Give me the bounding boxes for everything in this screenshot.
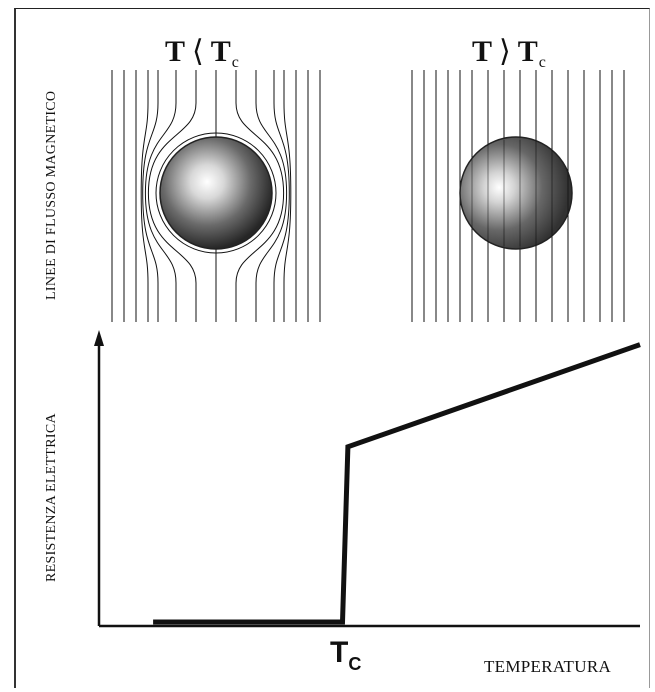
title-left-t: T <box>165 35 187 68</box>
temperature-axis-label: TEMPERATURA <box>484 657 612 676</box>
flux-line <box>273 70 290 322</box>
title-left-relation: ⟨ <box>192 35 205 68</box>
flux-line <box>144 70 177 322</box>
flux-line <box>147 70 197 322</box>
title-right-t: T <box>472 35 494 68</box>
normal-sphere <box>459 136 573 250</box>
flux-lines-through-sphere <box>471 140 569 246</box>
flux-line <box>142 70 159 322</box>
flux-lines-penetrating <box>411 70 625 322</box>
title-right-ref-sub: c <box>538 54 547 71</box>
title-above-tc: T ⟩ Tc <box>472 34 547 72</box>
tc-main: T <box>330 636 349 669</box>
flux-line <box>140 70 149 322</box>
sphere-shell-ring <box>155 132 277 254</box>
title-right-relation: ⟩ <box>499 35 512 68</box>
resistance-curve <box>153 342 641 625</box>
superconductor-sphere <box>159 136 273 250</box>
figure-frame <box>14 8 650 688</box>
flux-line <box>283 70 292 322</box>
flux-lines-expelled <box>111 70 321 322</box>
y-axis-arrowhead <box>94 330 104 346</box>
title-below-tc: T ⟨ Tc <box>165 34 240 72</box>
tc-sub: C <box>348 654 362 674</box>
title-right-ref: T <box>517 35 539 68</box>
title-left-ref-sub: c <box>231 54 240 71</box>
flux-line <box>235 70 285 322</box>
title-left-ref: T <box>210 35 232 68</box>
flux-line <box>255 70 288 322</box>
tc-tick-label: TC <box>330 636 361 675</box>
